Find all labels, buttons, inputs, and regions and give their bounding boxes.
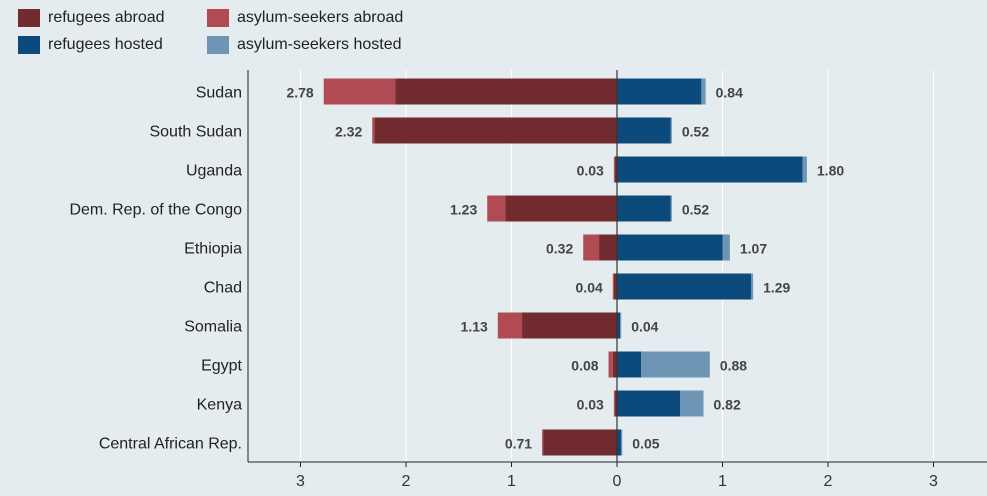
bar-asylum-seekers-hosted — [620, 312, 622, 339]
total-hosted-label: 0.04 — [631, 319, 658, 335]
bar-asylum-seekers-hosted — [680, 390, 704, 417]
bar-asylum-seekers-abroad — [583, 234, 600, 261]
bar-asylum-seekers-abroad — [613, 390, 615, 417]
bar-asylum-seekers-abroad — [612, 273, 614, 300]
category-label: Dem. Rep. of the Congo — [69, 202, 242, 219]
x-tick-label: 2 — [402, 473, 411, 490]
bar-refugees-abroad — [599, 234, 617, 261]
bar-asylum-seekers-hosted — [670, 117, 672, 144]
total-abroad-label: 0.32 — [546, 241, 573, 257]
total-abroad-label: 0.71 — [505, 436, 532, 452]
legend-label: refugees hosted — [48, 36, 163, 53]
bar-refugees-hosted — [617, 156, 803, 183]
category-label: Ethiopia — [184, 241, 242, 258]
legend-swatch — [207, 36, 229, 54]
total-abroad-label: 0.03 — [577, 397, 604, 413]
category-label: Chad — [204, 280, 242, 297]
category-label: Somalia — [184, 319, 242, 336]
category-label: Egypt — [201, 358, 242, 375]
bar-asylum-seekers-abroad — [323, 78, 396, 105]
legend-item-refugees-hosted: refugees hosted — [18, 33, 163, 57]
bar-refugees-hosted — [617, 390, 681, 417]
x-tick-label: 1 — [718, 473, 727, 490]
bar-asylum-seekers-hosted — [641, 351, 710, 378]
bar-refugees-hosted — [617, 195, 671, 222]
bar-refugees-hosted — [617, 117, 671, 144]
bar-refugees-hosted — [617, 351, 642, 378]
legend-swatch — [207, 9, 229, 27]
total-hosted-label: 0.52 — [682, 124, 709, 140]
total-hosted-label: 0.52 — [682, 202, 709, 218]
total-hosted-label: 1.29 — [763, 280, 790, 296]
bar-asylum-seekers-hosted — [701, 78, 706, 105]
bar-refugees-abroad — [614, 390, 617, 417]
x-tick-label: 3 — [929, 473, 938, 490]
legend-label: asylum-seekers abroad — [237, 9, 404, 26]
bar-refugees-hosted — [617, 312, 621, 339]
bar-asylum-seekers-hosted — [722, 234, 730, 261]
total-hosted-label: 0.82 — [714, 397, 741, 413]
bar-refugees-abroad — [613, 273, 617, 300]
bar-refugees-abroad — [543, 429, 617, 456]
bar-refugees-abroad — [522, 312, 617, 339]
category-label: South Sudan — [149, 124, 242, 141]
legend-swatch — [18, 36, 40, 54]
x-tick-label: 2 — [824, 473, 833, 490]
bar-refugees-abroad — [505, 195, 617, 222]
bar-asylum-seekers-abroad — [613, 156, 615, 183]
bar-refugees-hosted — [617, 234, 723, 261]
total-abroad-label: 1.13 — [461, 319, 488, 335]
bar-refugees-hosted — [617, 78, 702, 105]
bar-asylum-seekers-abroad — [497, 312, 523, 339]
total-hosted-label: 1.07 — [740, 241, 767, 257]
bar-asylum-seekers-abroad — [608, 351, 613, 378]
legend-item-asylum-seekers-abroad: asylum-seekers abroad — [207, 6, 403, 30]
x-tick-label: 1 — [507, 473, 516, 490]
bar-asylum-seekers-abroad — [542, 429, 544, 456]
legend-label: asylum-seekers hosted — [237, 36, 402, 53]
bar-refugees-abroad — [374, 117, 617, 144]
x-tick-label: 0 — [613, 473, 622, 490]
total-abroad-label: 2.78 — [286, 85, 313, 101]
bar-asylum-seekers-hosted — [750, 273, 754, 300]
bar-refugees-abroad — [395, 78, 617, 105]
legend-swatch — [18, 9, 40, 27]
bar-asylum-seekers-abroad — [487, 195, 506, 222]
bar-refugees-hosted — [617, 429, 622, 456]
total-abroad-label: 2.32 — [335, 124, 362, 140]
total-hosted-label: 1.80 — [817, 163, 844, 179]
total-hosted-label: 0.88 — [720, 358, 747, 374]
total-hosted-label: 0.84 — [716, 85, 743, 101]
bar-asylum-seekers-hosted — [621, 429, 623, 456]
legend-item-asylum-seekers-hosted: asylum-seekers hosted — [207, 33, 402, 57]
total-hosted-label: 0.05 — [632, 436, 659, 452]
category-label: Uganda — [186, 163, 242, 180]
category-label: Central African Rep. — [99, 436, 242, 453]
legend-label: refugees abroad — [48, 9, 165, 26]
legend-item-refugees-abroad: refugees abroad — [18, 6, 165, 30]
category-label: Kenya — [197, 397, 242, 414]
bar-refugees-hosted — [617, 273, 751, 300]
total-abroad-label: 0.04 — [576, 280, 603, 296]
bar-asylum-seekers-hosted — [802, 156, 807, 183]
bar-refugees-abroad — [612, 351, 617, 378]
bar-asylum-seekers-hosted — [670, 195, 672, 222]
bar-refugees-abroad — [614, 156, 617, 183]
category-label: Sudan — [196, 85, 242, 102]
total-abroad-label: 0.08 — [571, 358, 598, 374]
total-abroad-label: 1.23 — [450, 202, 477, 218]
x-tick-label: 3 — [296, 473, 305, 490]
bar-asylum-seekers-abroad — [372, 117, 375, 144]
total-abroad-label: 0.03 — [577, 163, 604, 179]
